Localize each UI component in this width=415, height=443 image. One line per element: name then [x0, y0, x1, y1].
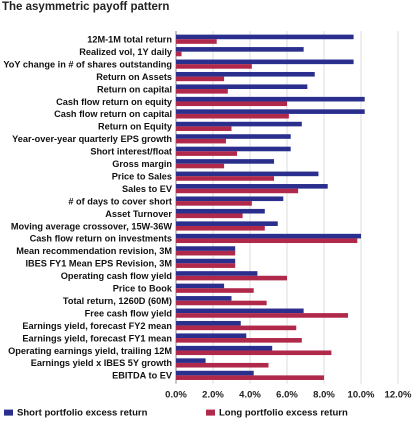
x-tick-label: 4.0%: [239, 390, 261, 401]
bar-short: [176, 171, 319, 177]
category-label: Total return, 1260D (60M): [63, 296, 172, 306]
category-label: Cash flow return on capital: [54, 109, 172, 119]
bar-long: [176, 263, 236, 268]
category-label: IBES FY1 Mean EPS Revision, 3M: [25, 259, 172, 269]
category-label: Return on Assets: [96, 72, 172, 82]
bar-long: [176, 313, 349, 318]
x-tick-label: 0.0%: [165, 390, 187, 401]
bar-short: [176, 308, 304, 314]
bar-long: [176, 64, 252, 69]
category-label: Moving average crossover, 15W-36W: [11, 221, 172, 231]
category-label: Mean recommendation revision, 3M: [16, 246, 172, 256]
category-label: EBITDA to EV: [112, 371, 173, 381]
bar-short: [176, 59, 354, 65]
bar-long: [176, 151, 238, 156]
bar-long: [176, 250, 236, 256]
bar-short: [176, 196, 284, 202]
bar-short: [176, 208, 265, 214]
bar-long: [176, 288, 254, 293]
category-label: Price to Book: [113, 284, 173, 294]
bar-long: [176, 213, 243, 219]
category-label: Earnings yield, forecast FY2 mean: [22, 321, 172, 331]
bar-short: [176, 146, 291, 152]
bar-short: [176, 47, 304, 52]
bar-short: [176, 71, 315, 77]
bar-short: [176, 258, 236, 264]
bar-short: [176, 296, 232, 301]
category-label: # of days to cover short: [68, 196, 172, 206]
bar-long: [176, 126, 232, 131]
legend-label: Long portfolio excess return: [219, 408, 348, 419]
category-label: Return on Equity: [98, 122, 173, 132]
x-tick-label: 10.0%: [348, 390, 375, 401]
bar-short: [176, 246, 236, 251]
bar-short: [176, 84, 308, 90]
legend-label: Short portfolio excess return: [17, 408, 148, 419]
bar-long: [176, 300, 267, 306]
category-label: Asset Turnover: [105, 209, 172, 219]
category-label: Short interest/float: [90, 147, 172, 157]
bar-long: [176, 89, 228, 94]
bar-long: [176, 39, 217, 44]
legend-swatch: [4, 409, 13, 416]
bar-long: [176, 362, 269, 368]
category-label: Operating earnings yield, trailing 12M: [8, 346, 172, 356]
category-label: Sales to EV: [122, 184, 173, 194]
bar-short: [176, 159, 275, 164]
bar-short: [176, 320, 241, 326]
x-tick-label: 12.0%: [385, 390, 412, 401]
bar-long: [176, 375, 324, 380]
bar-long: [176, 138, 226, 144]
category-label: Cash flow return on equity: [56, 97, 173, 107]
bar-long: [176, 338, 302, 343]
bar-long: [176, 163, 225, 169]
x-tick-label: 6.0%: [276, 390, 298, 401]
bar-long: [176, 275, 287, 281]
bar-long: [176, 51, 182, 57]
bar-long: [176, 76, 225, 82]
category-label: Earnings yield x IBES 5Y growth: [31, 358, 173, 368]
category-label: Realized vol, 1Y daily: [79, 47, 173, 57]
bar-long: [176, 201, 252, 206]
bar-short: [176, 358, 206, 363]
chart-title: The asymmetric payoff pattern: [2, 1, 170, 13]
bar-short: [176, 121, 302, 127]
bar-long: [176, 350, 332, 356]
bar-short: [176, 34, 354, 40]
bar-short: [176, 221, 278, 226]
category-label: Price to Sales: [112, 171, 172, 181]
category-label: Return on capital: [97, 84, 172, 94]
bar-long: [176, 101, 287, 107]
category-label: Year-over-year quarterly EPS growth: [12, 134, 172, 144]
bar-long: [176, 225, 265, 231]
category-label: Operating cash flow yield: [61, 271, 172, 281]
x-tick-label: 2.0%: [202, 390, 224, 401]
bar-long: [176, 188, 299, 194]
bar-short: [176, 134, 291, 139]
bar-short: [176, 345, 273, 351]
category-label: YoY change in # of shares outstanding: [3, 59, 172, 69]
bar-short: [176, 96, 365, 102]
bar-short: [176, 109, 365, 114]
bar-short: [176, 271, 258, 276]
category-label: Cash flow return on investments: [30, 234, 172, 244]
bar-short: [176, 333, 247, 339]
bar-short: [176, 233, 361, 239]
bar-long: [176, 238, 358, 244]
bar-long: [176, 113, 289, 119]
bar-short: [176, 370, 254, 376]
legend-swatch: [206, 409, 215, 416]
category-label: Earnings yield, forecast FY1 mean: [22, 333, 172, 343]
category-label: Gross margin: [112, 159, 172, 169]
category-label: 12M-1M total return: [87, 35, 172, 45]
bar-short: [176, 283, 225, 289]
x-tick-label: 8.0%: [313, 390, 335, 401]
category-label: Free cash flow yield: [85, 308, 172, 318]
bar-long: [176, 325, 297, 331]
bar-short: [176, 184, 328, 189]
bar-long: [176, 176, 275, 181]
